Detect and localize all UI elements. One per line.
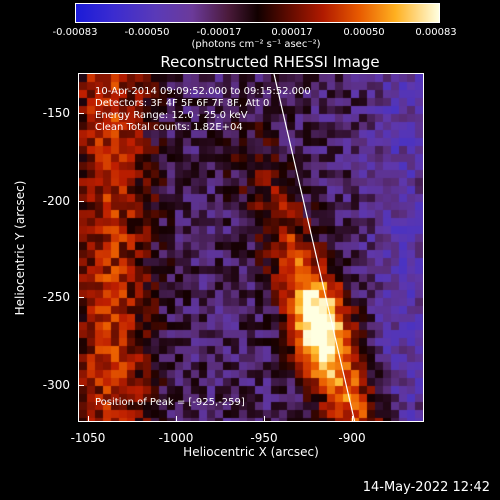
colorbar-tick: -0.00083 xyxy=(52,27,98,38)
y-tick-label: -200 xyxy=(42,194,70,208)
rhessi-image: 10-Apr-2014 09:09:52.000 to 09:15:52.000… xyxy=(78,73,424,422)
y-tick-label: -300 xyxy=(42,378,70,392)
y-axis-label: Heliocentric Y (arcsec) xyxy=(13,180,27,316)
x-tick-label: -1000 xyxy=(158,431,194,445)
annotation-clean: Clean Total counts: 1.82E+04 xyxy=(95,122,243,133)
annotation-time: 10-Apr-2014 09:09:52.000 to 09:15:52.000 xyxy=(95,86,311,97)
annotation-detectors: Detectors: 3F 4F 5F 6F 7F 8F, Att 0 xyxy=(95,98,270,109)
annotation-peak: Position of Peak = [-925,-259] xyxy=(95,397,245,408)
colorbar-units: (photons cm⁻² s⁻¹ asec⁻²) xyxy=(191,39,321,50)
limb-line xyxy=(273,74,356,421)
image-title: Reconstructed RHESSI Image xyxy=(160,53,380,71)
x-axis-label: Heliocentric X (arcsec) xyxy=(183,445,319,459)
x-tick-label: -900 xyxy=(338,431,366,445)
y-tick-label: -150 xyxy=(42,106,70,120)
colorbar-tick: 0.00083 xyxy=(415,27,457,38)
colorbar xyxy=(75,3,440,23)
y-tick-label: -250 xyxy=(42,290,70,304)
heatmap-canvas xyxy=(79,74,423,421)
colorbar-tick: 0.00017 xyxy=(271,27,313,38)
x-tick-label: -1050 xyxy=(70,431,106,445)
x-tick-label: -950 xyxy=(250,431,278,445)
datestamp: 14-May-2022 12:42 xyxy=(362,480,490,495)
annotation-energy: Energy Range: 12.0 - 25.0 keV xyxy=(95,110,248,121)
colorbar-tick: -0.00017 xyxy=(196,27,242,38)
colorbar-tick: -0.00050 xyxy=(124,27,170,38)
colorbar-tick: 0.00050 xyxy=(343,27,385,38)
